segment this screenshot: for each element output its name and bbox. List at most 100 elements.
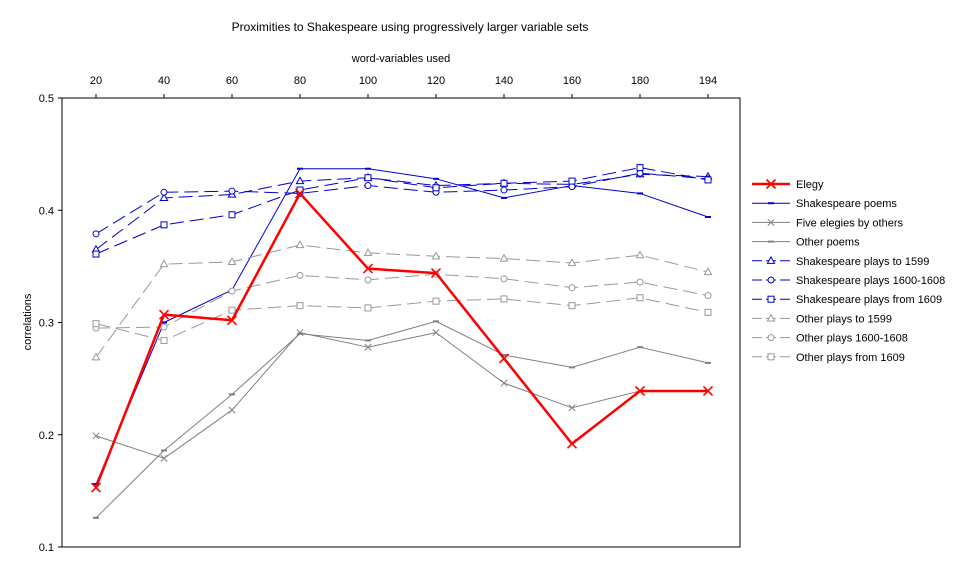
data-point — [767, 276, 775, 284]
y-tick-label: 0.5 — [39, 93, 54, 105]
data-point — [160, 336, 168, 344]
data-point — [228, 406, 236, 414]
data-point — [500, 295, 508, 303]
data-point — [160, 221, 168, 229]
legend-item: Other plays to 1599 — [752, 313, 892, 325]
data-point — [92, 230, 100, 238]
data-point — [228, 306, 236, 314]
data-point — [364, 343, 372, 351]
data-point — [636, 294, 644, 302]
legend-item: Shakespeare plays 1600-1608 — [752, 275, 945, 287]
series-elegy — [90, 188, 714, 493]
legend-label: Five elegies by others — [796, 217, 903, 229]
data-point — [767, 218, 775, 226]
data-point — [568, 284, 576, 292]
data-point — [294, 188, 306, 199]
legend-label: Other plays to 1599 — [796, 313, 892, 325]
data-point — [568, 177, 576, 185]
x-tick-label: 40 — [158, 75, 170, 87]
legend-item: Other poems — [752, 237, 860, 249]
data-point — [159, 193, 169, 202]
series-other-plays-1600-1608 — [92, 270, 712, 332]
data-point — [296, 302, 304, 310]
data-point — [704, 176, 712, 184]
series-line — [95, 168, 709, 485]
legend-label: Shakespeare plays to 1599 — [796, 256, 929, 268]
legend-item: Shakespeare plays from 1609 — [752, 294, 942, 306]
data-point — [160, 454, 168, 462]
data-point — [704, 308, 712, 316]
chart-title: Proximities to Shakespeare using progres… — [231, 20, 589, 34]
series-line — [95, 320, 709, 519]
legend-item: Other plays from 1609 — [752, 352, 905, 364]
data-point — [702, 385, 714, 397]
data-point — [703, 267, 713, 276]
series-other-plays-to-1599 — [91, 240, 713, 361]
y-tick-label: 0.3 — [39, 318, 54, 330]
series-shakespeare-poems — [93, 167, 711, 486]
data-point — [767, 295, 775, 303]
y-tick-label: 0.2 — [39, 430, 54, 442]
series-line — [95, 244, 709, 358]
data-point — [500, 186, 508, 194]
data-point — [634, 385, 646, 397]
series-line — [94, 192, 708, 488]
x-axis-title: word-variables used — [351, 53, 451, 65]
data-point — [364, 182, 372, 190]
data-point — [636, 278, 644, 286]
data-point — [432, 329, 440, 337]
data-point — [766, 313, 776, 322]
data-point — [160, 323, 168, 331]
y-tick-label: 0.1 — [39, 542, 54, 554]
data-point — [226, 315, 238, 326]
data-point — [636, 169, 644, 177]
x-tick-label: 194 — [699, 75, 717, 87]
legend-label: Other poems — [796, 237, 860, 249]
data-point — [90, 482, 102, 493]
data-point — [432, 297, 440, 305]
series-line — [95, 297, 709, 341]
series-line — [95, 172, 709, 235]
plot-area: 0.1 0.2 0.3 0.4 0.5 20 40 60 80 100 120 140 160 180 19… — [39, 75, 741, 554]
x-tick-label: 120 — [427, 75, 445, 87]
series-line — [95, 173, 709, 250]
data-point — [430, 268, 442, 279]
legend-item: Other plays 1600-1608 — [752, 333, 908, 345]
data-point — [227, 257, 237, 265]
data-point — [567, 258, 577, 267]
data-point — [91, 352, 101, 361]
x-tick-label: 160 — [563, 75, 581, 87]
legend-item: Shakespeare plays to 1599 — [752, 256, 929, 268]
data-point — [499, 253, 509, 262]
data-point — [228, 187, 236, 195]
data-point — [362, 263, 374, 274]
legend-item: Elegy — [752, 178, 824, 191]
data-point — [500, 275, 508, 283]
data-point — [295, 240, 305, 249]
legend-label: Other plays 1600-1608 — [796, 333, 908, 345]
data-point — [704, 292, 712, 300]
data-point — [568, 404, 576, 412]
data-point — [364, 174, 372, 182]
series-other-poems — [93, 320, 711, 519]
data-point — [364, 276, 372, 284]
legend: Elegy Shakespeare poems Five elegies by ot… — [752, 178, 945, 364]
data-point — [295, 176, 305, 185]
data-point — [363, 248, 373, 257]
x-tick-label: 80 — [294, 75, 306, 87]
x-tick-label: 20 — [90, 75, 102, 87]
data-point — [364, 304, 372, 312]
x-tick-label: 100 — [359, 75, 377, 87]
data-point — [92, 432, 100, 440]
y-tick-label: 0.4 — [39, 205, 54, 217]
data-point — [158, 309, 170, 320]
data-point — [296, 271, 304, 279]
data-point — [566, 438, 578, 449]
series-shakespeare-plays-from-1609 — [92, 164, 712, 258]
legend-label: Elegy — [796, 179, 824, 191]
data-point — [92, 320, 100, 328]
data-point — [228, 287, 236, 295]
series-line — [95, 332, 708, 459]
x-tick-label: 60 — [226, 75, 238, 87]
data-point — [766, 255, 776, 264]
